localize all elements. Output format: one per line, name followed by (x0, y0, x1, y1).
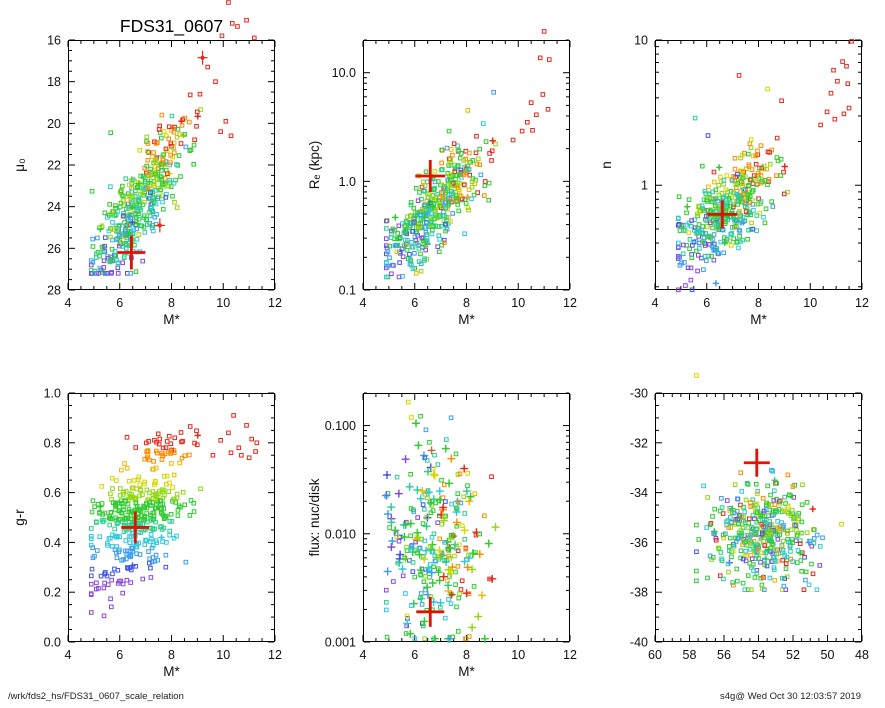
svg-text:M*: M* (458, 312, 475, 327)
svg-text:8: 8 (168, 648, 175, 662)
svg-text:6: 6 (116, 648, 123, 662)
svg-text:-30: -30 (630, 387, 648, 401)
svg-text:12: 12 (268, 648, 282, 662)
svg-text:24: 24 (47, 200, 61, 214)
svg-text:0.6: 0.6 (44, 486, 61, 500)
svg-text:10: 10 (803, 296, 817, 310)
svg-text:1: 1 (641, 179, 648, 193)
svg-text:-40: -40 (630, 636, 648, 650)
panel-mu0-vs-mstar: 4 6 8 10 12 16 18 20 22 24 26 28 M* μ₀ (12, 0, 282, 327)
svg-text:26: 26 (47, 242, 61, 256)
svg-text:4: 4 (360, 648, 367, 662)
svg-text:n: n (599, 161, 614, 169)
svg-text:4: 4 (652, 296, 659, 310)
svg-text:6: 6 (411, 296, 418, 310)
svg-text:1.0: 1.0 (339, 175, 356, 189)
svg-text:M*: M* (163, 664, 180, 679)
svg-text:0.8: 0.8 (44, 436, 61, 450)
svg-text:1.0: 1.0 (44, 387, 61, 401)
svg-text:4: 4 (65, 296, 72, 310)
svg-text:0.001: 0.001 (325, 636, 356, 650)
svg-text:8: 8 (463, 296, 470, 310)
svg-text:M*: M* (750, 312, 767, 327)
svg-text:8: 8 (755, 296, 762, 310)
panel-gr-vs-mstar: 4 6 8 10 12 0.0 0.2 0.4 0.6 0.8 1.0 M* g-r (12, 387, 282, 680)
svg-text:6: 6 (411, 648, 418, 662)
svg-text:4: 4 (65, 648, 72, 662)
svg-text:8: 8 (168, 296, 175, 310)
svg-text:M*: M* (163, 312, 180, 327)
svg-text:10: 10 (511, 648, 525, 662)
svg-text:56: 56 (717, 648, 731, 662)
svg-text:0.4: 0.4 (44, 536, 61, 550)
svg-text:60: 60 (648, 648, 662, 662)
svg-text:10: 10 (511, 296, 525, 310)
footer-user-timestamp: s4g@ Wed Oct 30 12:03:57 2019 (720, 691, 861, 702)
svg-text:M*: M* (458, 664, 475, 679)
svg-text:8: 8 (463, 648, 470, 662)
svg-text:52: 52 (786, 648, 800, 662)
svg-text:0.100: 0.100 (325, 419, 356, 433)
svg-text:16: 16 (47, 34, 61, 48)
svg-text:22: 22 (47, 159, 61, 173)
panel-position: 60 58 56 54 52 50 48 -30 -32 -34 -36 -38 -40 (630, 373, 869, 662)
svg-text:48: 48 (855, 648, 869, 662)
svg-text:10: 10 (216, 296, 230, 310)
panel-re-vs-mstar: 4 6 8 10 12 0.1 1.0 10.0 M* Rₑ (kpc) (307, 29, 577, 327)
svg-text:g-r: g-r (12, 509, 27, 526)
svg-text:flux: nuc/disk: flux: nuc/disk (307, 478, 322, 556)
panel-n-vs-mstar: 4 6 8 10 12 1 10 M* n (599, 34, 869, 328)
svg-text:-34: -34 (630, 486, 648, 500)
svg-text:28: 28 (47, 284, 61, 298)
svg-text:6: 6 (116, 296, 123, 310)
svg-text:10: 10 (216, 648, 230, 662)
svg-text:20: 20 (47, 117, 61, 131)
svg-text:54: 54 (752, 648, 766, 662)
svg-text:12: 12 (563, 296, 577, 310)
svg-text:-32: -32 (630, 436, 648, 450)
svg-text:Rₑ (kpc): Rₑ (kpc) (307, 141, 322, 190)
svg-text:18: 18 (47, 75, 61, 89)
svg-text:10: 10 (634, 34, 648, 48)
svg-text:6: 6 (703, 296, 710, 310)
panel-flux-vs-mstar: 4 6 8 10 12 0.001 0.010 0.100 M* flux: nuc/disk (307, 392, 577, 679)
svg-text:-36: -36 (630, 536, 648, 550)
svg-text:10.0: 10.0 (332, 66, 356, 80)
footer-file-path: /wrk/fds2_hs/FDS31_0607_scale_relation (8, 691, 184, 702)
svg-text:μ₀: μ₀ (12, 158, 27, 171)
svg-text:0.2: 0.2 (44, 586, 61, 600)
svg-text:12: 12 (268, 296, 282, 310)
figure-title: FDS31_0607 (119, 16, 224, 36)
svg-text:12: 12 (855, 296, 869, 310)
svg-text:58: 58 (683, 648, 697, 662)
svg-text:0.010: 0.010 (325, 527, 356, 541)
svg-text:-38: -38 (630, 586, 648, 600)
svg-text:0.0: 0.0 (44, 636, 61, 650)
svg-text:50: 50 (821, 648, 835, 662)
svg-text:4: 4 (360, 296, 367, 310)
svg-text:12: 12 (563, 648, 577, 662)
svg-text:0.1: 0.1 (339, 284, 356, 298)
